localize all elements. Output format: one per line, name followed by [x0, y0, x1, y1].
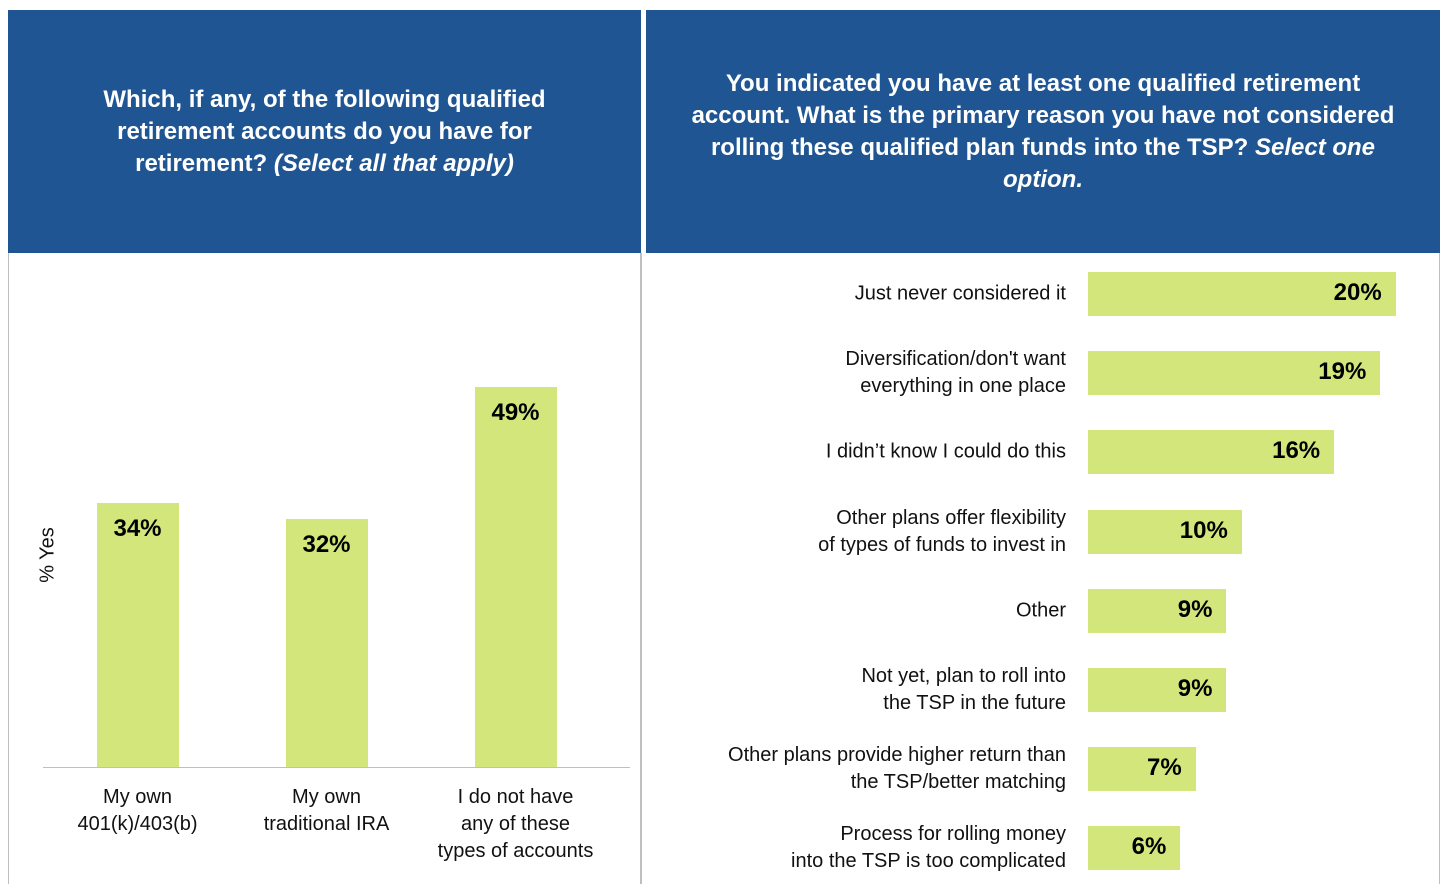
chart-title: You indicated you have at least one qual… [691, 69, 1395, 161]
value-label: 34% [113, 515, 162, 543]
y-tick-label: Not yet, plan to roll into the TSP in th… [861, 665, 1066, 714]
value-label: 19% [1318, 358, 1367, 386]
bar [1088, 351, 1381, 396]
instruction: (Select all that apply) [273, 149, 514, 177]
bar [474, 386, 557, 767]
bar [1088, 588, 1227, 633]
value-label: 16% [1272, 437, 1321, 465]
value-label: 20% [1333, 279, 1382, 306]
y-tick-label: Diversification/don't want everything in… [845, 348, 1066, 398]
x-tick-label: My own 401(k)/403(b) [77, 786, 198, 835]
y-axis-label: % Yes [36, 527, 59, 583]
bar [1088, 272, 1396, 316]
y-tick-label: Process for rolling money into the TSP i… [791, 823, 1066, 873]
y-tick-label: Other [1015, 599, 1066, 622]
x-tick-label: My own traditional IRA [263, 786, 390, 835]
header-text: Which, if any, of the following qualifie… [48, 84, 601, 180]
y-tick-label: Other plans offer flexibility of types o… [818, 506, 1066, 556]
header-text: You indicated you have at least one qual… [686, 68, 1400, 196]
value-label: 7% [1147, 754, 1182, 782]
bar [1088, 509, 1242, 554]
x-tick-label: I do not have any of these types of acco… [437, 786, 594, 862]
header-left: Which, if any, of the following qualifie… [8, 10, 641, 253]
value-label: 32% [302, 530, 351, 558]
value-label: 49% [491, 398, 540, 426]
value-label: 9% [1177, 675, 1213, 702]
y-tick-label: I didn’t know I could do this [825, 440, 1066, 463]
bar [285, 518, 368, 767]
y-tick-label: Just never considered it [854, 282, 1066, 305]
header-right: You indicated you have at least one qual… [646, 10, 1440, 253]
bar [1088, 747, 1196, 792]
bar [96, 503, 179, 767]
bar [1088, 826, 1181, 871]
panel-right [641, 253, 1440, 884]
value-label: 10% [1179, 516, 1228, 544]
value-label: 6% [1131, 833, 1167, 861]
bar [1088, 430, 1335, 475]
y-tick-label: Other plans provide higher return than t… [728, 744, 1066, 794]
bar [1088, 668, 1227, 712]
instruction: Select one option. [1003, 133, 1376, 193]
value-label: 9% [1177, 595, 1213, 623]
chart-title: Which, if any, of the following qualifie… [103, 85, 546, 177]
x-axis-line [43, 767, 630, 768]
panel-left [8, 253, 641, 884]
